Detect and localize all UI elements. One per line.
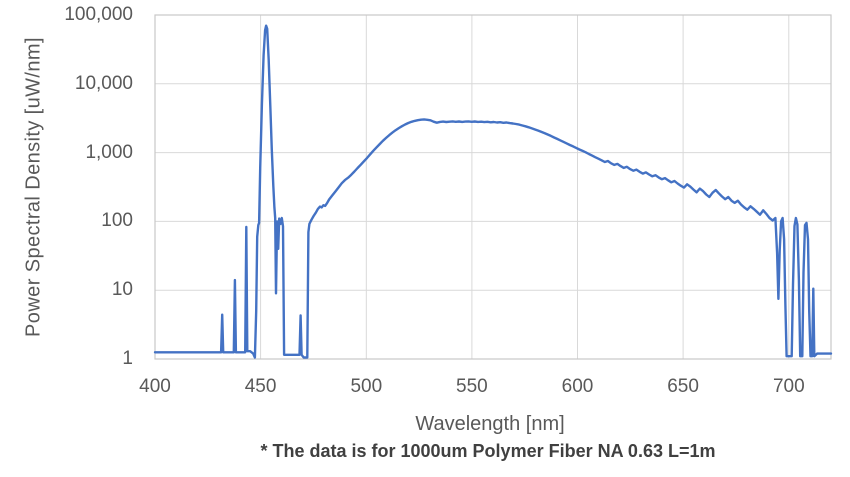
x-tick-label: 550	[456, 376, 488, 397]
x-tick-label: 400	[139, 376, 171, 397]
y-tick-label: 100,000	[64, 4, 133, 25]
y-tick-label: 10	[111, 279, 133, 301]
x-tick-label: 700	[772, 376, 805, 397]
x-tick-label: 600	[561, 376, 594, 397]
x-axis-title: Wavelength [nm]	[415, 413, 565, 435]
spectrum-line	[153, 24, 833, 359]
y-axis-title: Power Spectral Density [uW/nm]	[22, 37, 45, 337]
x-axis-tick-labels: 400 450 500 550 600 650 700	[0, 376, 850, 400]
y-tick-label: 1	[122, 348, 133, 369]
x-tick-label: 450	[244, 376, 277, 397]
y-tick-label: 1,000	[85, 141, 133, 163]
plot-border	[154, 14, 832, 360]
x-tick-label: 500	[350, 376, 383, 397]
y-axis-tick-labels: 1 10 100 1,000 10,000 100,000	[0, 0, 133, 477]
y-tick-label: 100	[101, 210, 133, 232]
y-tick-label: 10,000	[74, 72, 133, 94]
x-tick-label: 650	[667, 376, 699, 397]
chart-footnote: * The data is for 1000um Polymer Fiber N…	[260, 441, 716, 461]
